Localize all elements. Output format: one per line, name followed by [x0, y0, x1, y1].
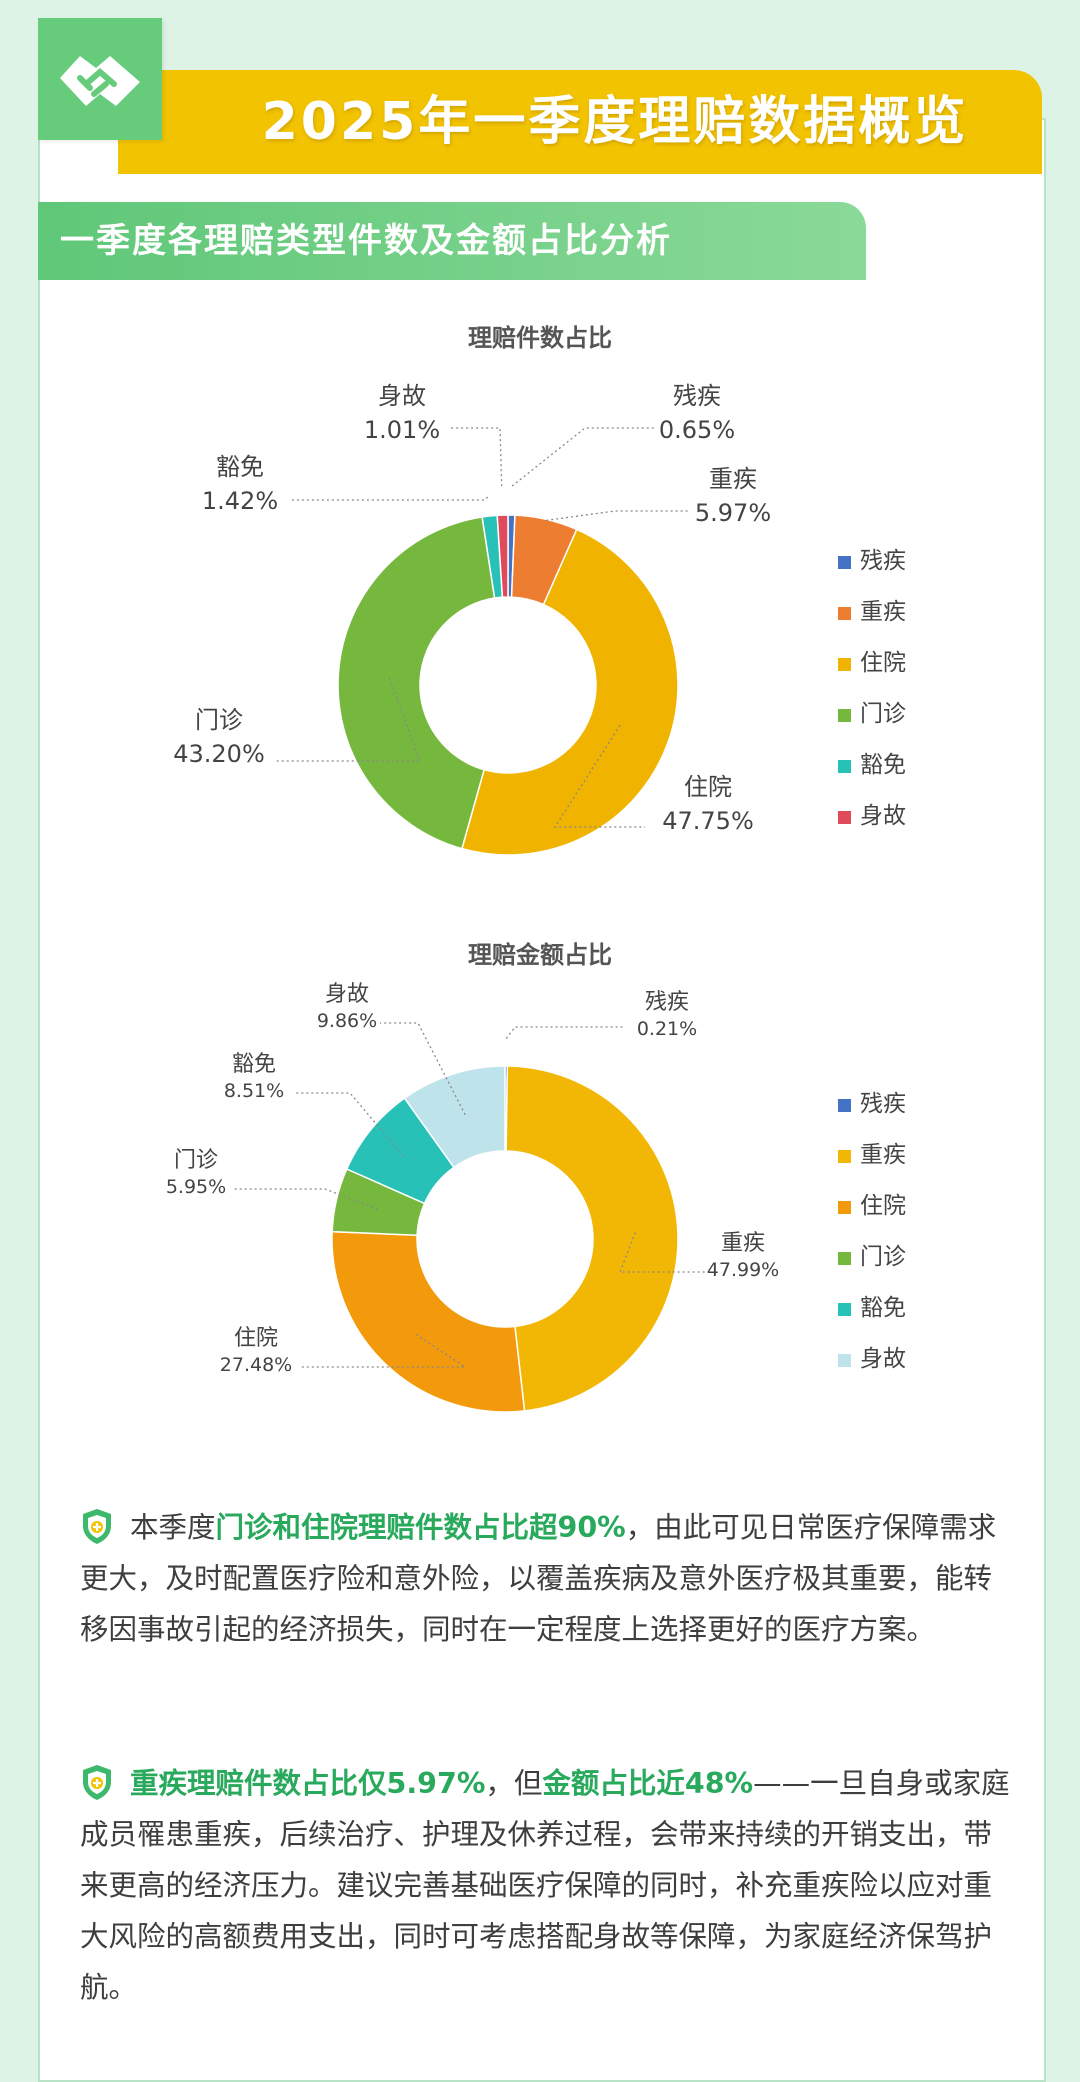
legend-label: 门诊: [860, 701, 906, 727]
donut-slice-2: [505, 1065, 679, 1412]
chart-title-amount: 理赔金额占比: [468, 940, 612, 969]
donut-slice-3: [331, 1230, 526, 1413]
leader-line-3: [553, 724, 645, 828]
legend-label: 住院: [860, 650, 906, 676]
slice-label-name: 豁免: [216, 453, 264, 481]
slice-label-name: 残疾: [645, 990, 689, 1015]
highlight-text: 门诊和住院理赔件数占比超90%: [215, 1511, 626, 1544]
analysis-paragraph-1: 本季度门诊和住院理赔件数占比超90%，由此可见日常医疗保障需求更大，及时配置医疗…: [80, 1502, 1010, 1655]
slice-label-name: 门诊: [195, 706, 243, 734]
shield-icon: [83, 1509, 111, 1544]
slice-label-name: 重疾: [721, 1231, 765, 1256]
slice-label-value: 5.97%: [695, 499, 771, 527]
legend-label: 豁免: [860, 1295, 906, 1321]
body-text: 本季度: [130, 1511, 216, 1544]
section-header: 一季度各理赔类型件数及金额占比分析: [38, 202, 866, 280]
legend-label: 门诊: [860, 1244, 906, 1270]
leader-line-2: [546, 510, 690, 522]
legend-swatch: [838, 709, 851, 722]
legend-swatch: [838, 760, 851, 773]
legend-swatch: [838, 1303, 851, 1316]
donut-slice-6: [496, 514, 509, 598]
legend-label: 身故: [860, 1346, 906, 1372]
donut-slice-3: [460, 528, 679, 856]
leader-line-1: [511, 427, 655, 487]
section-title: 一季度各理赔类型件数及金额占比分析: [60, 221, 672, 261]
legend-label: 重疾: [860, 599, 906, 625]
legend-swatch: [838, 1252, 851, 1265]
title-banner: 2025年一季度理赔数据概览: [118, 70, 1042, 174]
slice-label-name: 身故: [378, 382, 426, 410]
legend-label: 残疾: [860, 1091, 906, 1117]
legend-swatch: [838, 658, 851, 671]
legend-label: 住院: [860, 1193, 906, 1219]
amount-donut-chart: 残疾 0.21% 重疾 47.99% 住院 27.48% 门诊 5.95% 豁免 8.51% 身故 9…: [166, 982, 906, 1413]
leader-line-6: [450, 427, 503, 487]
slice-label-name: 重疾: [709, 465, 757, 493]
slice-label-name: 住院: [684, 773, 732, 801]
shield-icon: [83, 1765, 111, 1800]
leader-line-1: [505, 1026, 625, 1039]
slice-label-value: 8.51%: [224, 1080, 284, 1102]
legend-label: 身故: [860, 803, 906, 829]
legend-label: 残疾: [860, 548, 906, 574]
legend-swatch: [838, 1201, 851, 1214]
page-title: 2025年一季度理赔数据概览: [261, 92, 969, 152]
leader-line-5: [292, 496, 489, 501]
leader-line-4: [275, 677, 421, 762]
slice-label-name: 残疾: [673, 382, 721, 410]
legend-swatch: [838, 607, 851, 620]
slice-label-value: 43.20%: [173, 740, 265, 768]
slice-label-name: 身故: [325, 982, 369, 1007]
donut-slice-6: [403, 1065, 506, 1169]
highlight-text: 重疾理赔件数占比仅5.97%: [130, 1767, 486, 1800]
slice-label-value: 0.65%: [659, 416, 735, 444]
legend-swatch: [838, 1150, 851, 1163]
body-text: ——一旦自身或家庭成员罹患重疾，后续治疗、护理及休养过程，会带来持续的开销支出，…: [80, 1767, 1010, 2004]
handshake-icon: [60, 56, 140, 106]
slice-label-name: 门诊: [174, 1148, 218, 1173]
slice-label-value: 5.95%: [166, 1176, 226, 1198]
chart-title-count: 理赔件数占比: [468, 323, 612, 352]
slice-label-value: 47.75%: [662, 807, 754, 835]
legend-label: 重疾: [860, 1142, 906, 1168]
highlight-text: 金额占比近48%: [542, 1767, 754, 1800]
slice-label-value: 1.01%: [364, 416, 440, 444]
legend-swatch: [838, 556, 851, 569]
slice-label-value: 1.42%: [202, 487, 278, 515]
slice-label-value: 47.99%: [707, 1259, 779, 1281]
analysis-paragraph-2: 重疾理赔件数占比仅5.97%，但金额占比近48%——一旦自身或家庭成员罹患重疾，…: [80, 1758, 1010, 2013]
legend-swatch: [838, 1354, 851, 1367]
body-text: ，由此可见日常医疗保障需求更大，及时配置医疗险和意外险，以覆盖疾病及意外医疗极其…: [80, 1511, 997, 1646]
slice-label-name: 住院: [234, 1326, 278, 1351]
leader-line-4: [233, 1188, 379, 1210]
slice-label-name: 豁免: [232, 1052, 276, 1077]
legend-label: 豁免: [860, 752, 906, 778]
body-text: ，但: [485, 1767, 543, 1800]
legend-swatch: [838, 1099, 851, 1112]
donut-slice-4: [337, 516, 496, 850]
legend-swatch: [838, 811, 851, 824]
logo: [38, 18, 162, 140]
slice-label-value: 9.86%: [317, 1010, 377, 1032]
slice-label-value: 0.21%: [637, 1018, 697, 1040]
slice-label-value: 27.48%: [220, 1354, 292, 1376]
count-donut-chart: 残疾 0.65% 重疾 5.97% 住院 47.75% 门诊 43.20% 豁免 1.42% 身故 1…: [173, 382, 906, 856]
